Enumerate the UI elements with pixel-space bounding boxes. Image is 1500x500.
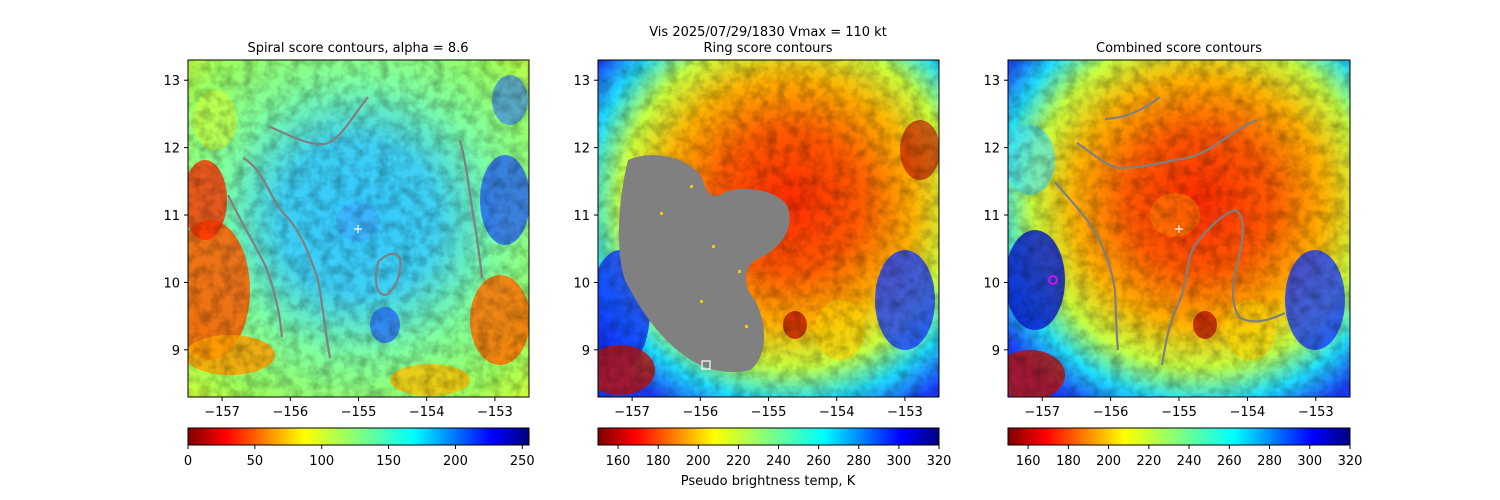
x-tick-label: −156 xyxy=(272,405,308,420)
colorbar-combined xyxy=(1007,427,1351,446)
y-tick-label: 9 xyxy=(172,344,180,359)
figure-suptitle: Vis 2025/07/29/1830 Vmax = 110 kt xyxy=(649,25,887,40)
x-tick-label: −154 xyxy=(819,405,855,420)
colorbar-tick-label: 240 xyxy=(766,454,791,469)
contour-lines xyxy=(227,96,484,359)
colorbar-tick-label: 0 xyxy=(184,454,192,469)
y-tick-label: 9 xyxy=(992,344,1000,359)
y-tick-label: 11 xyxy=(163,209,180,224)
masked-speckles xyxy=(660,185,748,328)
y-tick-label: 13 xyxy=(163,74,180,89)
panel-title-combined: Combined score contours xyxy=(1096,41,1262,56)
x-tick-label: −153 xyxy=(477,405,513,420)
x-tick-label: −156 xyxy=(1093,405,1129,420)
colorbar-ring xyxy=(597,427,940,446)
y-tick-label: 12 xyxy=(983,142,1000,157)
y-tick-label: 11 xyxy=(983,209,1000,224)
axes-ring: −157 −156 −155 −154 −153 9 10 11 12 13 xyxy=(573,74,922,420)
colorbar-tick-label: 250 xyxy=(510,454,535,469)
panel-title-ring: Ring score contours xyxy=(703,41,832,56)
colorbar-tick-label: 100 xyxy=(309,454,334,469)
colorbar-tick-label: 280 xyxy=(846,454,871,469)
heatmap-combined xyxy=(1008,60,1350,397)
center-marker xyxy=(1175,225,1183,233)
x-tick-label: −157 xyxy=(614,405,650,420)
panel-combined: Combined score contours −157− xyxy=(983,41,1362,469)
x-tick-label: −154 xyxy=(1230,405,1266,420)
panel-spiral: Spiral score contours, alpha = 8.6 xyxy=(163,41,534,469)
colorbar-tick-label: 200 xyxy=(443,454,468,469)
colorbar-tick-label: 240 xyxy=(1177,454,1202,469)
x-tick-label: −153 xyxy=(1298,405,1334,420)
square-marker xyxy=(701,360,711,370)
x-tick-label: −157 xyxy=(204,405,240,420)
circle-marker xyxy=(1048,275,1058,285)
y-tick-label: 12 xyxy=(163,142,180,157)
y-tick-label: 13 xyxy=(573,74,590,89)
colorbar-ticks-combined: 160 180 200 220 240 260 280 300 320 xyxy=(1016,445,1363,469)
colorbar-ticks-ring: 160 180 200 220 240 260 280 300 320 xyxy=(606,445,952,469)
colorbar-tick-label: 300 xyxy=(1297,454,1322,469)
colorbar-tick-label: 200 xyxy=(1096,454,1121,469)
panel-title-spiral: Spiral score contours, alpha = 8.6 xyxy=(247,41,468,56)
colorbar-tick-label: 280 xyxy=(1257,454,1282,469)
colorbar-label: Pseudo brightness temp, K xyxy=(681,474,856,489)
colorbar-spiral xyxy=(187,427,530,446)
x-tick-label: −156 xyxy=(682,405,718,420)
colorbar-tick-label: 180 xyxy=(1056,454,1081,469)
heatmap-ring xyxy=(598,60,939,397)
x-tick-label: −154 xyxy=(409,405,445,420)
colorbar-tick-label: 300 xyxy=(886,454,911,469)
y-tick-label: 10 xyxy=(163,276,180,291)
x-tick-label: −153 xyxy=(887,405,923,420)
colorbar-tick-label: 220 xyxy=(726,454,751,469)
colorbar-tick-label: 200 xyxy=(686,454,711,469)
y-tick-label: 12 xyxy=(573,142,590,157)
colorbar-tick-label: 160 xyxy=(1016,454,1041,469)
x-tick-label: −157 xyxy=(1024,405,1060,420)
x-tick-label: −155 xyxy=(751,405,787,420)
y-tick-label: 9 xyxy=(582,344,590,359)
y-tick-label: 11 xyxy=(573,209,590,224)
masked-region xyxy=(618,155,790,373)
colorbar-tick-label: 220 xyxy=(1136,454,1161,469)
heatmap-spiral xyxy=(188,60,529,397)
panel-ring: Ring score contours −157 −156 −155 −154 −153… xyxy=(573,41,951,489)
center-marker xyxy=(354,225,362,233)
colorbar-tick-label: 50 xyxy=(247,454,264,469)
colorbar-tick-label: 260 xyxy=(806,454,831,469)
y-tick-label: 10 xyxy=(983,276,1000,291)
colorbar-tick-label: 320 xyxy=(927,454,952,469)
colorbar-tick-label: 180 xyxy=(646,454,671,469)
colorbar-tick-label: 320 xyxy=(1338,454,1363,469)
axes-spiral: −157 −156 −155 −154 −153 9 10 11 12 13 xyxy=(163,74,512,420)
y-tick-label: 13 xyxy=(983,74,1000,89)
colorbar-ticks-spiral: 0 50 100 150 200 250 xyxy=(184,445,535,469)
x-tick-label: −155 xyxy=(341,405,377,420)
y-tick-label: 10 xyxy=(573,276,590,291)
contour-lines xyxy=(1054,96,1286,366)
colorbar-tick-label: 160 xyxy=(606,454,631,469)
colorbar-tick-label: 260 xyxy=(1217,454,1242,469)
colorbar-tick-label: 150 xyxy=(376,454,401,469)
x-tick-label: −155 xyxy=(1161,405,1197,420)
axes-combined: −157 −156 −155 −154 −153 9 10 11 12 13 xyxy=(983,74,1333,420)
